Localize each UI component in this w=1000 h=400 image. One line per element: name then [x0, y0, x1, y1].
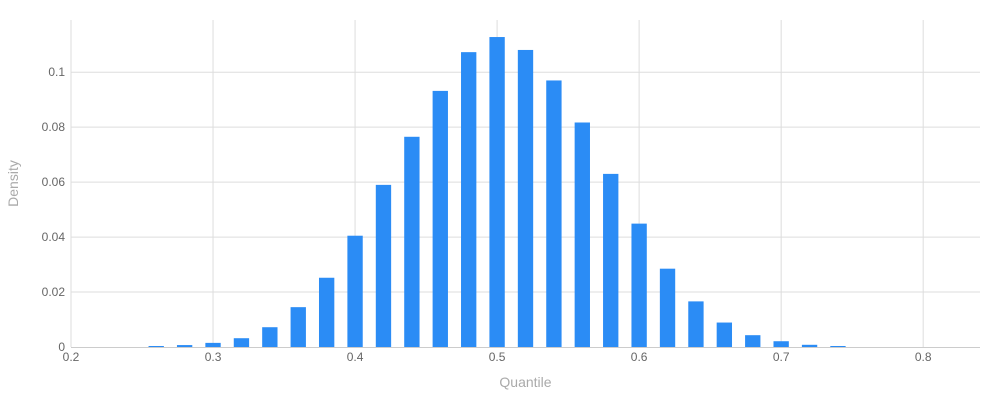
bar — [318, 277, 335, 347]
y-tick-label: 0.06 — [42, 175, 66, 189]
bar — [148, 346, 164, 347]
bar — [432, 90, 448, 347]
y-tick-label: 0.1 — [48, 65, 65, 79]
y-tick-label: 0.02 — [42, 285, 66, 299]
bar — [773, 341, 789, 347]
x-tick-label: 0.4 — [347, 350, 364, 364]
bar — [745, 335, 761, 347]
bar — [603, 173, 619, 347]
bar — [489, 37, 505, 347]
bar — [688, 301, 704, 347]
bar — [233, 338, 250, 347]
bar — [517, 49, 534, 348]
x-tick-label: 0.8 — [915, 350, 932, 364]
bar — [830, 346, 846, 347]
bar — [205, 342, 221, 347]
bar — [461, 52, 477, 347]
x-tick-label: 0.7 — [773, 350, 790, 364]
y-tick-label: 0.04 — [42, 230, 66, 244]
x-tick-label: 0.2 — [63, 350, 80, 364]
x-tick-label: 0.6 — [631, 350, 648, 364]
y-tick-label: 0.08 — [42, 120, 66, 134]
y-tick-labels: 0 0.02 0.04 0.06 0.08 0.1 — [42, 65, 66, 354]
bar — [262, 327, 278, 347]
y-axis-title: Density — [5, 160, 21, 207]
y-tick-label: 0 — [58, 340, 65, 354]
x-tick-labels: 0.2 0.3 0.4 0.5 0.6 0.7 0.8 — [63, 350, 932, 364]
x-tick-label: 0.5 — [489, 350, 506, 364]
bar — [375, 184, 392, 347]
bar — [290, 307, 306, 347]
bar — [631, 223, 647, 347]
bar — [404, 136, 420, 347]
bar — [716, 322, 733, 347]
bar — [659, 268, 676, 347]
bar — [801, 344, 818, 347]
bar-series — [148, 37, 846, 348]
bar — [176, 345, 193, 347]
x-axis-title: Quantile — [499, 374, 551, 390]
bar — [347, 235, 363, 347]
bar — [574, 122, 590, 347]
x-tick-label: 0.3 — [205, 350, 222, 364]
bar — [546, 80, 562, 347]
